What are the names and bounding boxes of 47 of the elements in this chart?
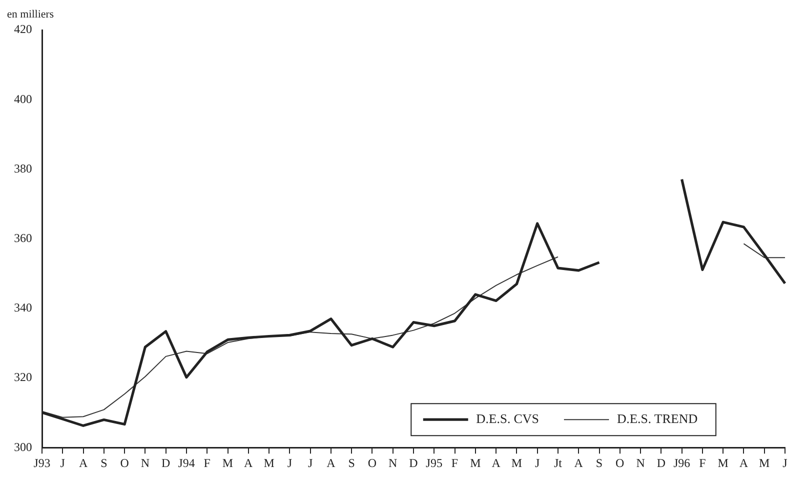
x-tick-label: F (204, 456, 211, 470)
x-tick-label: J95 (426, 456, 442, 470)
x-tick-label: J (60, 456, 66, 470)
x-tick-label: O (120, 456, 130, 470)
x-tick-label: M (470, 456, 482, 470)
x-tick-label: N (636, 456, 646, 470)
x-tick-label: M (718, 456, 729, 470)
x-tick-label: A (492, 456, 501, 470)
x-tick-label: O (616, 456, 625, 470)
x-tick-label: M (264, 456, 275, 470)
x-tick-label: S (596, 456, 603, 470)
x-tick-label: D (656, 456, 666, 470)
y-tick-label: 340 (14, 300, 32, 315)
x-tick-label: A (739, 456, 748, 470)
x-tick-label: M (759, 456, 770, 470)
y-axis-title: en milliers (7, 8, 54, 20)
x-tick-label: A (326, 456, 336, 470)
x-tick-label: J (782, 456, 788, 470)
y-tick-label: 400 (14, 92, 32, 106)
x-tick-label: M (222, 456, 234, 470)
x-tick-label: S (348, 456, 355, 470)
x-tick-label: S (100, 456, 108, 470)
y-tick-label: 380 (14, 161, 32, 176)
x-tick-label: N (388, 456, 398, 470)
x-tick-label: J (287, 456, 292, 470)
x-tick-label: J93 (34, 456, 50, 470)
legend-label: D.E.S. TREND (616, 411, 698, 426)
x-tick-label: A (244, 456, 254, 470)
legend-label: D.E.S. CVS (476, 411, 539, 426)
x-tick-label: J96 (673, 456, 690, 470)
y-tick-label: 360 (14, 230, 32, 245)
x-tick-label: O (368, 456, 377, 470)
y-tick-label: 420 (14, 22, 32, 36)
x-tick-label: A (574, 456, 584, 470)
x-tick-label: F (451, 456, 458, 470)
x-tick-label: F (699, 456, 706, 470)
x-tick-label: M (511, 456, 522, 470)
x-tick-label: D (409, 456, 418, 470)
y-tick-label: 320 (14, 370, 32, 384)
x-tick-label: D (161, 456, 170, 470)
x-tick-label: Jt (554, 456, 563, 470)
y-tick-label: 300 (14, 440, 32, 454)
x-tick-label: J94 (178, 456, 195, 470)
x-tick-label: J (308, 456, 313, 470)
x-tick-label: J (534, 456, 540, 470)
x-tick-label: N (140, 456, 150, 470)
x-tick-label: A (78, 456, 88, 470)
